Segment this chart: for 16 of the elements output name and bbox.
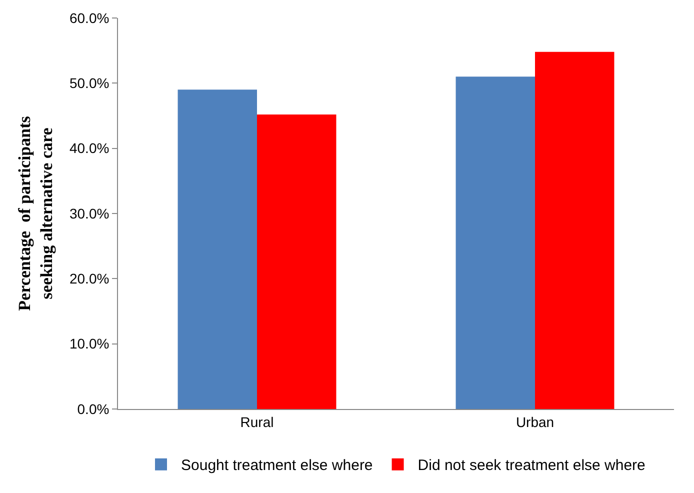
bar bbox=[535, 52, 614, 409]
y-tick-label: 50.0% bbox=[69, 75, 110, 92]
y-tick-label: 0.0% bbox=[77, 400, 110, 417]
y-axis-title: Percentage of participants seeking alternative care bbox=[14, 116, 56, 311]
y-tick-label: 60.0% bbox=[69, 10, 110, 26]
y-tick-label: 10.0% bbox=[69, 336, 110, 352]
x-tick-label: Urban bbox=[516, 414, 554, 430]
legend-label: Sought treatment else where bbox=[181, 457, 373, 474]
legend-label: Did not seek treatment else where bbox=[418, 457, 646, 474]
y-tick-label: 40.0% bbox=[69, 140, 110, 156]
y-tick-label: 20.0% bbox=[69, 270, 110, 287]
bar bbox=[178, 90, 257, 409]
x-tick-label: Rural bbox=[240, 414, 274, 430]
bar bbox=[257, 114, 336, 409]
bar bbox=[456, 76, 535, 409]
y-tick-label: 30.0% bbox=[69, 205, 110, 222]
